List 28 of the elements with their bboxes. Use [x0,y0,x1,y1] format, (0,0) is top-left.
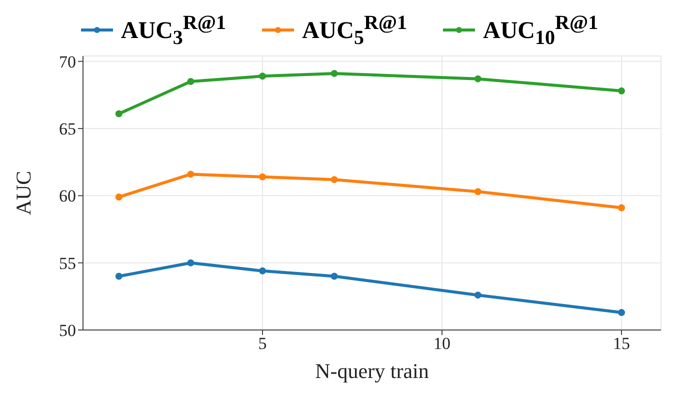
point [187,78,194,86]
x-axis-title: N-query train [315,359,430,383]
point [618,87,626,94]
x-tick-label: 10 [434,334,451,354]
y-tick-label: 60 [59,186,76,206]
point [330,70,338,77]
x-tick-label: 15 [613,334,630,354]
y-tick-label: 50 [59,321,76,340]
y-tick-label: 65 [59,120,76,139]
point [115,272,122,280]
y-tick-label: 55 [59,254,76,273]
point [474,188,482,196]
point [259,72,266,80]
point [474,292,482,299]
point [115,110,122,118]
y-axis-title: AUC [11,170,36,216]
point [474,75,482,82]
point [330,272,338,280]
point [330,176,338,184]
point [187,259,194,266]
point [618,204,626,212]
x-tick-label: 5 [258,334,267,354]
point [115,194,122,201]
point [259,173,266,180]
point [187,170,194,178]
y-tick-label: 70 [59,52,76,72]
point [259,267,266,274]
point [618,309,626,316]
